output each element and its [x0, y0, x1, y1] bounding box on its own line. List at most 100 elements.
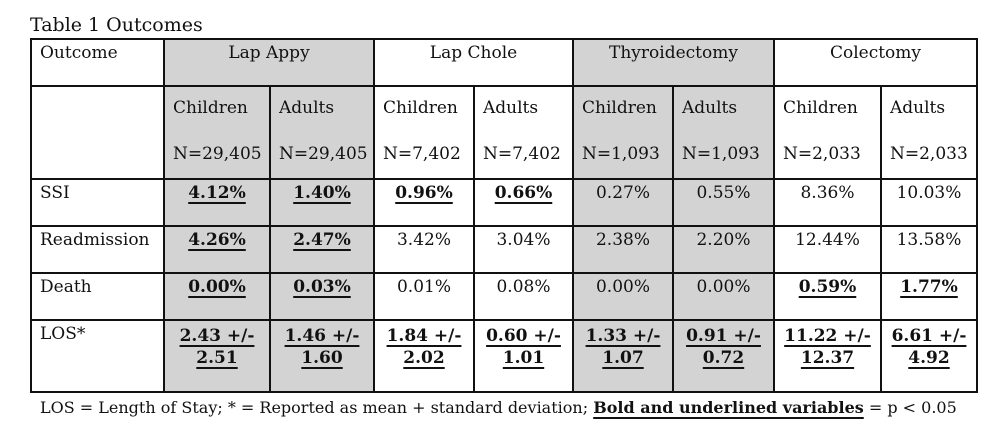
row-label: Death	[30, 272, 165, 321]
value-cell: 0.55%	[672, 178, 775, 227]
cell-value: 0.08%	[496, 277, 551, 297]
group-cell: Adults N=29,405	[269, 85, 375, 180]
los-sd: 1.07	[602, 348, 644, 368]
value-cell: 12.44%	[773, 225, 882, 274]
cell-value: 13.58%	[896, 230, 962, 250]
group-label: Adults	[890, 98, 946, 118]
value-cell: 10.03%	[880, 178, 978, 227]
value-cell: 0.03%	[269, 272, 375, 321]
los-sd: 0.72	[702, 348, 745, 368]
los-cell: 0.60 +/- 1.01	[473, 319, 574, 393]
cell-value: 2.20%	[696, 230, 751, 250]
group-n: N=2,033	[890, 144, 968, 164]
cell-value: 0.03%	[293, 277, 351, 297]
group-n: N=1,093	[682, 144, 760, 164]
value-cell: 0.00%	[672, 272, 775, 321]
cell-value: 0.01%	[396, 277, 451, 297]
cell-value: 8.36%	[800, 183, 855, 203]
los-mean: 0.91 +/-	[686, 326, 761, 346]
group-label: Adults	[483, 98, 539, 118]
value-cell: 4.26%	[163, 225, 271, 274]
cell-value: 2.38%	[595, 230, 650, 250]
group-header-blank	[30, 85, 165, 180]
los-cell: 11.22 +/- 12.37	[773, 319, 882, 393]
group-cell: Children N=29,405	[163, 85, 271, 180]
group-label: Children	[173, 98, 248, 118]
group-n: N=2,033	[783, 144, 861, 164]
group-n: N=29,405	[173, 144, 262, 164]
group-n: N=7,402	[483, 144, 561, 164]
cell-value: 0.00%	[595, 277, 650, 297]
value-cell: 1.77%	[880, 272, 978, 321]
value-cell: 0.66%	[473, 178, 574, 227]
row-label: SSI	[30, 178, 165, 227]
procedure-header-lap-appy: Lap Appy	[163, 38, 375, 87]
group-header-row: Children N=29,405 Adults N=29,405 Children…	[30, 85, 978, 180]
value-cell: 0.00%	[163, 272, 271, 321]
los-cell: 6.61 +/- 4.92	[880, 319, 978, 393]
los-cell: 2.43 +/- 2.51	[163, 319, 271, 393]
value-cell: 13.58%	[880, 225, 978, 274]
value-cell: 1.40%	[269, 178, 375, 227]
group-cell: Children N=7,402	[373, 85, 475, 180]
group-label: Children	[582, 98, 657, 118]
value-cell: 0.08%	[473, 272, 574, 321]
footnote-text: LOS = Length of Stay; * = Reported as me…	[40, 398, 594, 417]
los-sd: 4.92	[908, 348, 950, 368]
cell-value: 2.47%	[293, 230, 351, 250]
value-cell: 2.38%	[572, 225, 674, 274]
footnote-suffix: = p < 0.05	[863, 398, 957, 417]
los-mean: 0.60 +/-	[486, 326, 561, 346]
cell-value: 3.04%	[496, 230, 551, 250]
value-cell: 0.00%	[572, 272, 674, 321]
table-row: Readmission 4.26% 2.47% 3.42% 3.04% 2.38% 2.20…	[30, 225, 978, 274]
value-cell: 0.27%	[572, 178, 674, 227]
cell-value: 0.00%	[188, 277, 246, 297]
row-label: LOS*	[30, 319, 165, 393]
value-cell: 0.59%	[773, 272, 882, 321]
outcomes-table: Outcome Lap Appy Lap Chole Thyroidectomy…	[30, 38, 978, 393]
los-sd: 2.51	[196, 348, 238, 368]
table-row-los: LOS* 2.43 +/- 2.51 1.46 +/- 1.60 1.84 +/- 2.0…	[30, 319, 978, 393]
table-row: SSI 4.12% 1.40% 0.96% 0.66% 0.27% 0.55% 8.36% 10…	[30, 178, 978, 227]
group-cell: Children N=2,033	[773, 85, 882, 180]
group-label: Adults	[682, 98, 738, 118]
group-label: Children	[383, 98, 458, 118]
cell-value: 0.66%	[494, 183, 553, 203]
cell-value: 1.40%	[293, 183, 351, 203]
group-n: N=29,405	[279, 144, 368, 164]
group-n: N=7,402	[383, 144, 461, 164]
los-cell: 1.33 +/- 1.07	[572, 319, 674, 393]
los-mean: 11.22 +/-	[784, 326, 871, 346]
los-mean: 1.84 +/-	[386, 326, 462, 346]
value-cell: 2.20%	[672, 225, 775, 274]
value-cell: 3.04%	[473, 225, 574, 274]
los-sd: 2.02	[403, 348, 445, 368]
group-cell: Adults N=1,093	[672, 85, 775, 180]
cell-value: 4.12%	[188, 183, 246, 203]
group-label: Adults	[279, 98, 335, 118]
cell-value: 3.42%	[396, 230, 451, 250]
group-cell: Adults N=2,033	[880, 85, 978, 180]
group-n: N=1,093	[582, 144, 660, 164]
los-sd: 12.37	[800, 348, 855, 368]
row-label: Readmission	[30, 225, 165, 274]
los-sd: 1.60	[301, 348, 343, 368]
cell-value: 0.96%	[395, 183, 453, 203]
value-cell: 4.12%	[163, 178, 271, 227]
los-mean: 1.33 +/-	[585, 326, 661, 346]
los-cell: 0.91 +/- 0.72	[672, 319, 775, 393]
value-cell: 0.96%	[373, 178, 475, 227]
los-mean: 6.61 +/-	[891, 326, 967, 346]
footnote-emphasis: Bold and underlined variables	[593, 398, 864, 417]
procedure-header-colectomy: Colectomy	[773, 38, 978, 87]
cell-value: 0.27%	[595, 183, 650, 203]
table-footnote: LOS = Length of Stay; * = Reported as me…	[40, 398, 957, 418]
value-cell: 2.47%	[269, 225, 375, 274]
value-cell: 3.42%	[373, 225, 475, 274]
los-cell: 1.46 +/- 1.60	[269, 319, 375, 393]
table-caption: Table 1 Outcomes	[30, 14, 203, 36]
value-cell: 0.01%	[373, 272, 475, 321]
group-cell: Children N=1,093	[572, 85, 674, 180]
cell-value: 12.44%	[795, 230, 860, 250]
